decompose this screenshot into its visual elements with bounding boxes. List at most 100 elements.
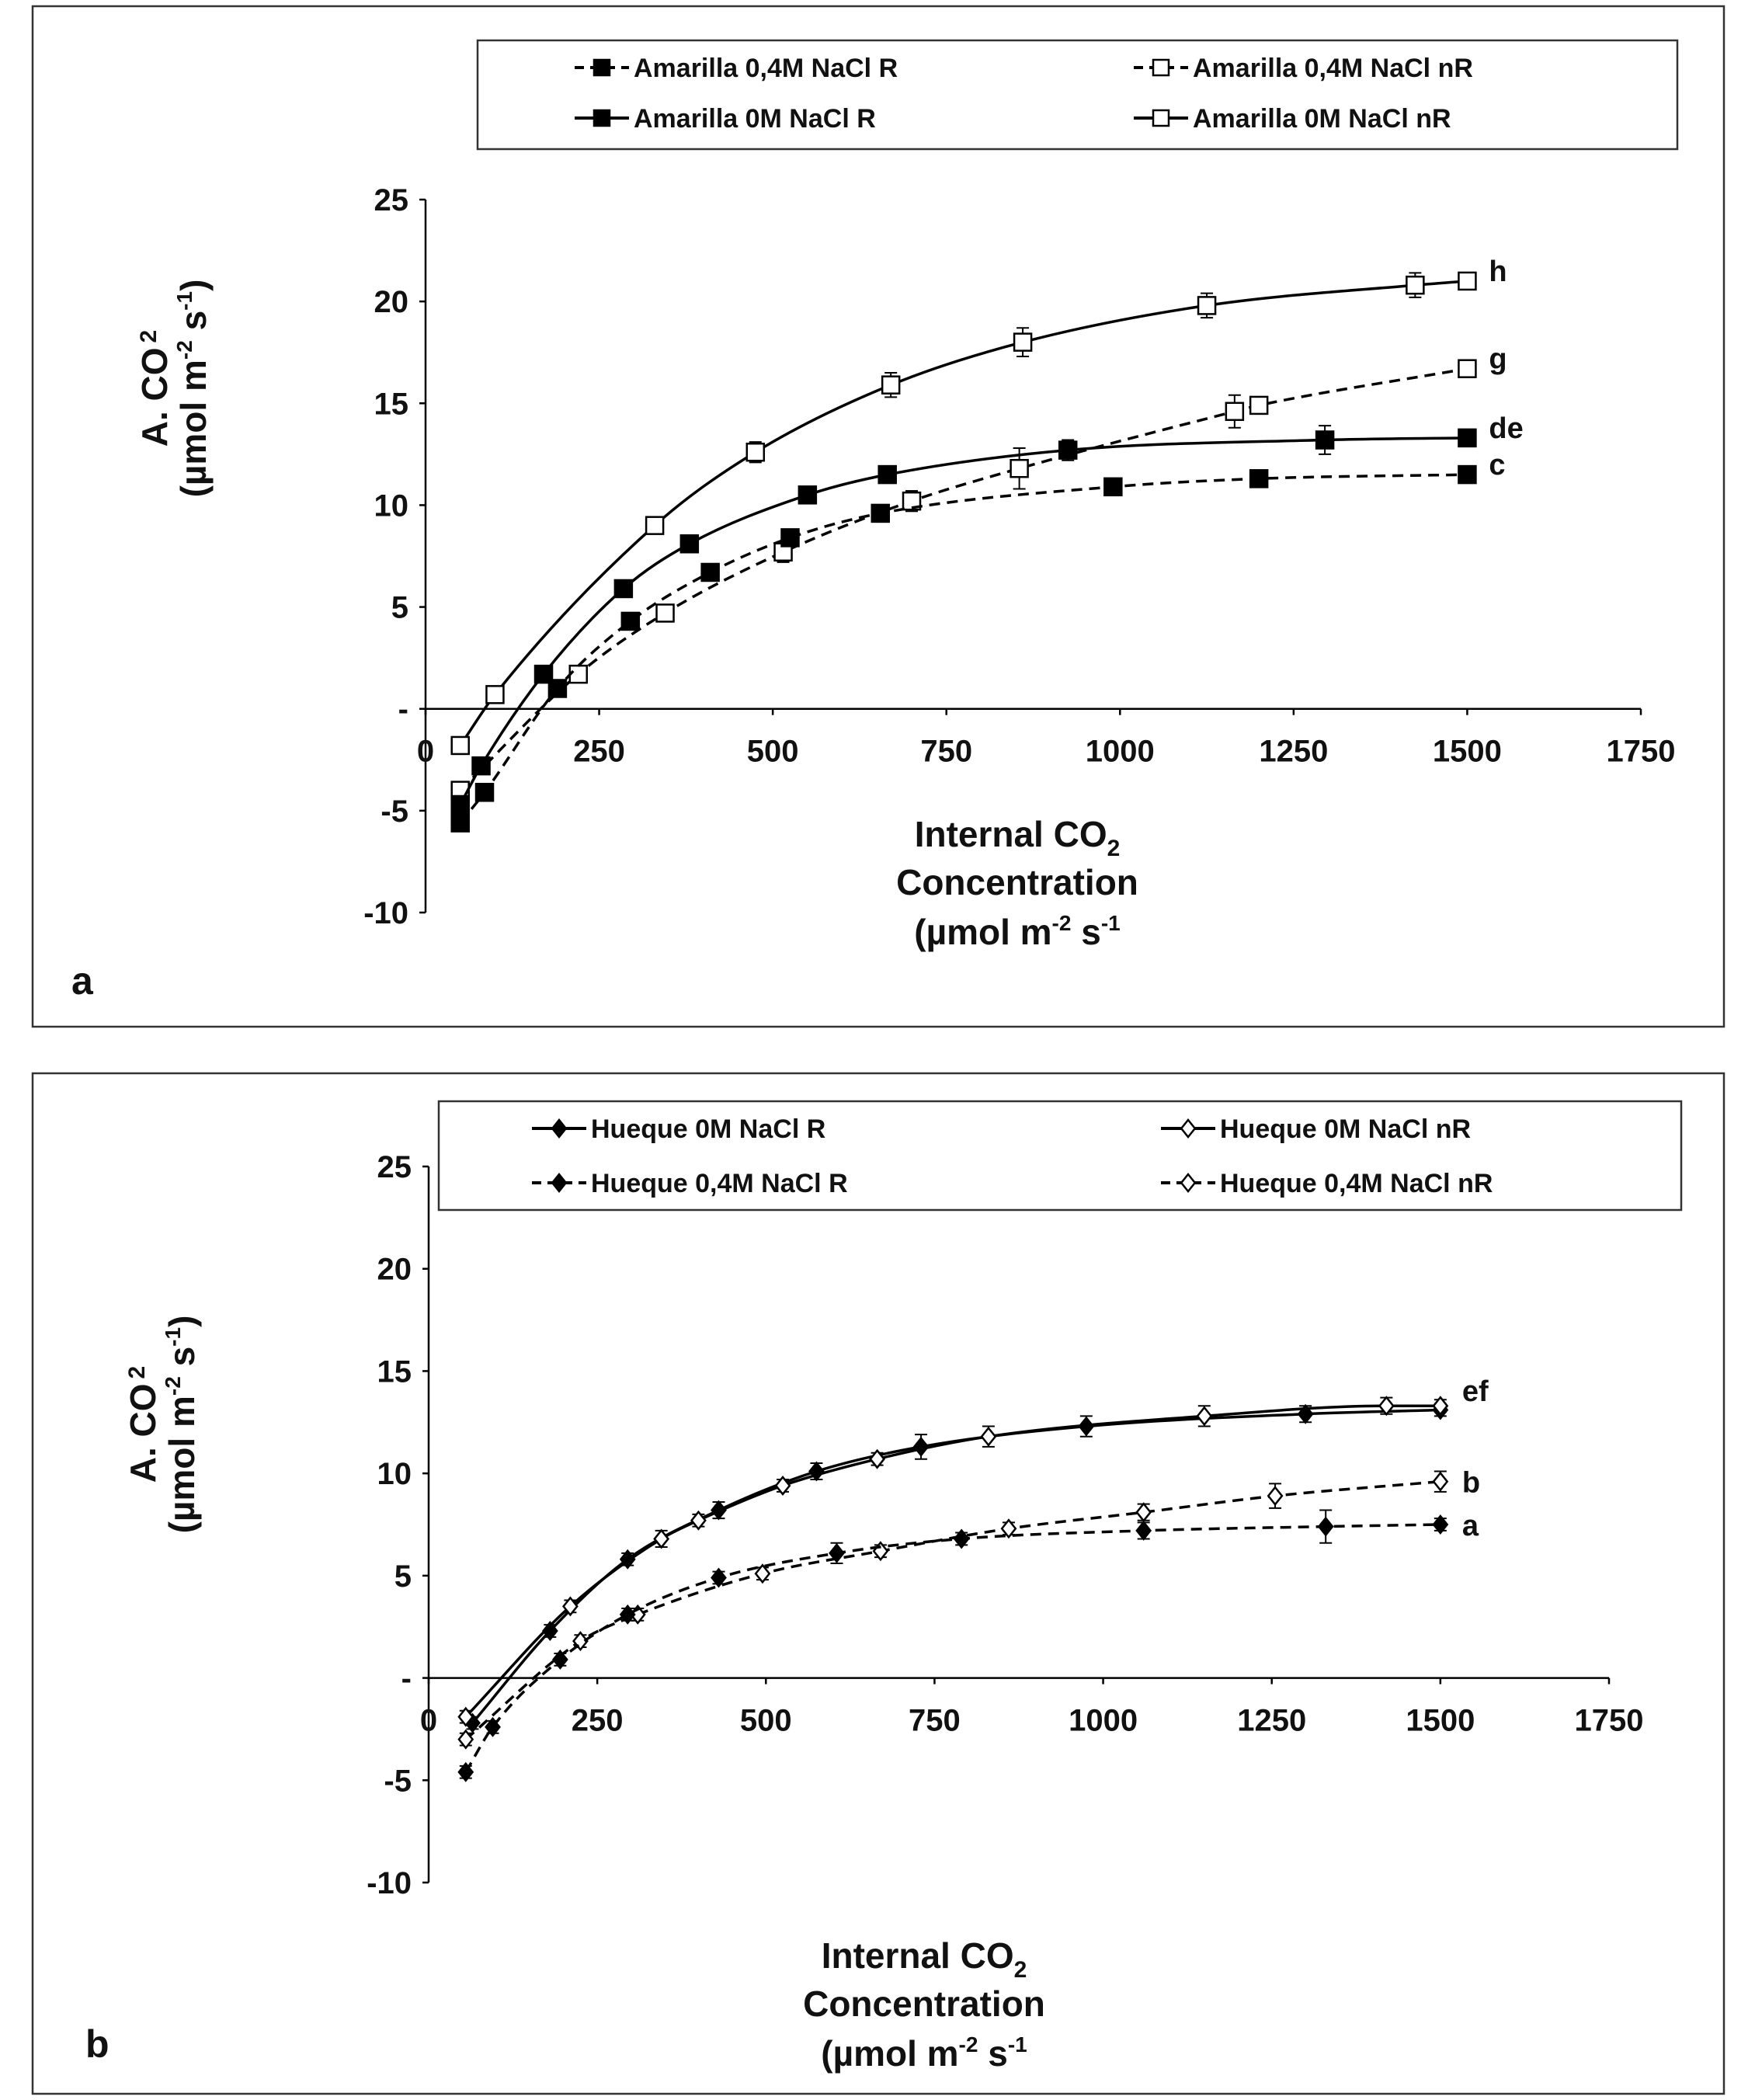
y-title-sup2: -1 <box>172 291 196 311</box>
data-point <box>878 464 897 485</box>
data-point <box>450 735 470 756</box>
series-line <box>464 1404 1440 1718</box>
data-point <box>953 1528 970 1549</box>
y-tick-label: - <box>401 1662 412 1696</box>
y-title-unit: (µmol m <box>162 1396 202 1533</box>
panel-a: Amarilla 0,4M NaCl R Amarilla 0,4M NaCl n… <box>0 0 1755 1033</box>
x-title-line2: Concentration <box>803 1984 1045 2024</box>
data-point <box>1196 1406 1213 1427</box>
x-tick-label: 1750 <box>1575 1704 1644 1738</box>
x-tick-label: 1750 <box>1607 735 1676 769</box>
data-point <box>561 1596 579 1617</box>
series-2: ef <box>457 1375 1489 1727</box>
data-point <box>1432 1514 1449 1535</box>
x-title-line1: Internal CO2 <box>915 814 1121 861</box>
data-point <box>1103 477 1123 497</box>
data-point <box>653 1528 670 1549</box>
panel-label: b <box>85 2022 109 2066</box>
x-tick-label: 750 <box>909 1704 961 1738</box>
y-title-unit-s: s <box>173 311 214 340</box>
curve-end-label: c <box>1489 449 1505 482</box>
legend-marker <box>551 1118 568 1139</box>
legend-marker <box>1180 1118 1197 1139</box>
data-point <box>1315 430 1335 450</box>
data-point <box>711 1567 727 1588</box>
data-point <box>980 1426 997 1447</box>
data-point <box>1010 458 1029 478</box>
x-title-sup2: -1 <box>1101 911 1121 935</box>
legend: Amarilla 0,4M NaCl R Amarilla 0,4M NaCl n… <box>476 39 1679 151</box>
series-line <box>459 280 1468 746</box>
series-line <box>464 1479 1441 1740</box>
y-axis-title: A. CO 2 (µmol m-2 s-1) <box>123 1316 202 1534</box>
curve-end-label: a <box>1462 1510 1479 1542</box>
data-point <box>881 375 901 395</box>
legend-label: Amarilla 0M NaCl R <box>634 104 876 134</box>
x-tick-label: 750 <box>920 735 972 769</box>
data-point <box>1458 271 1477 291</box>
series-3: de <box>450 412 1524 815</box>
x-title-text: Internal CO <box>822 1935 1014 1976</box>
x-title-sub: 2 <box>1107 836 1121 861</box>
y-title-sup: -2 <box>161 1376 185 1396</box>
y-title-text: A. CO <box>134 347 175 447</box>
x-title-text: Internal CO <box>915 814 1107 854</box>
x-tick-label: 1500 <box>1406 1704 1475 1738</box>
legend-item: Amarilla 0M NaCl R <box>575 104 876 134</box>
x-title-unit: (µmol m <box>821 2033 958 2074</box>
data-point <box>1249 469 1269 488</box>
data-point <box>457 1729 474 1750</box>
data-point <box>700 562 720 582</box>
series-4: a <box>457 1509 1479 1782</box>
data-point <box>745 442 766 462</box>
y-title-unit: (µmol m <box>173 360 214 497</box>
legend-marker <box>551 1172 568 1194</box>
legend-label: Hueque 0M NaCl R <box>591 1114 825 1144</box>
y-axis-title: A. CO 2 (µmol m-2 s-1) <box>134 280 214 498</box>
data-point <box>1000 1518 1017 1539</box>
y-tick-label: -5 <box>381 794 408 829</box>
data-point <box>1267 1486 1284 1507</box>
curve-end-label: de <box>1489 412 1523 445</box>
y-tick-label: -5 <box>384 1764 412 1798</box>
data-point <box>690 1510 707 1531</box>
legend-item: Amarilla 0,4M NaCl R <box>575 54 898 83</box>
y-title-unit-s: s <box>162 1347 202 1376</box>
legend-label: Hueque 0M NaCl nR <box>1220 1114 1471 1144</box>
curve-end-label: b <box>1462 1467 1480 1500</box>
y-tick-label: -10 <box>367 1866 412 1900</box>
legend-item: Amarilla 0,4M NaCl nR <box>1134 54 1473 83</box>
legend-label: Hueque 0,4M NaCl nR <box>1220 1169 1493 1198</box>
series-1 <box>464 1399 1449 1733</box>
y-tick-label: 15 <box>377 1354 412 1389</box>
legend-item: Hueque 0,4M NaCl nR <box>1161 1169 1493 1198</box>
legend-label: Amarilla 0M NaCl nR <box>1193 104 1451 134</box>
panel-frame <box>31 5 1725 1028</box>
y-tick-label: 10 <box>374 488 409 523</box>
x-title-sup: -2 <box>959 2032 978 2057</box>
x-title-sup2: -1 <box>1008 2032 1027 2057</box>
data-point <box>902 491 922 511</box>
data-point <box>1135 1502 1152 1523</box>
legend-item: Hueque 0,4M NaCl R <box>532 1169 848 1198</box>
y-title-end: ) <box>162 1316 202 1327</box>
y-title-line1: A. CO 2 <box>134 330 175 447</box>
y-tick-label: 15 <box>374 387 409 421</box>
data-point <box>1135 1520 1152 1541</box>
data-point <box>1058 440 1078 460</box>
data-point <box>1249 395 1269 415</box>
data-point <box>541 1620 558 1641</box>
data-point <box>457 1761 474 1782</box>
data-point <box>450 794 470 815</box>
data-point <box>798 485 818 505</box>
data-point <box>619 1604 636 1625</box>
x-title-unit-s: s <box>1071 912 1100 952</box>
data-point <box>551 1649 568 1670</box>
data-point <box>572 1631 589 1652</box>
y-title-sub: 2 <box>124 1366 150 1379</box>
x-title-sup: -2 <box>1052 911 1072 935</box>
data-point <box>620 611 641 631</box>
legend-marker <box>593 109 611 127</box>
data-point <box>645 516 665 535</box>
